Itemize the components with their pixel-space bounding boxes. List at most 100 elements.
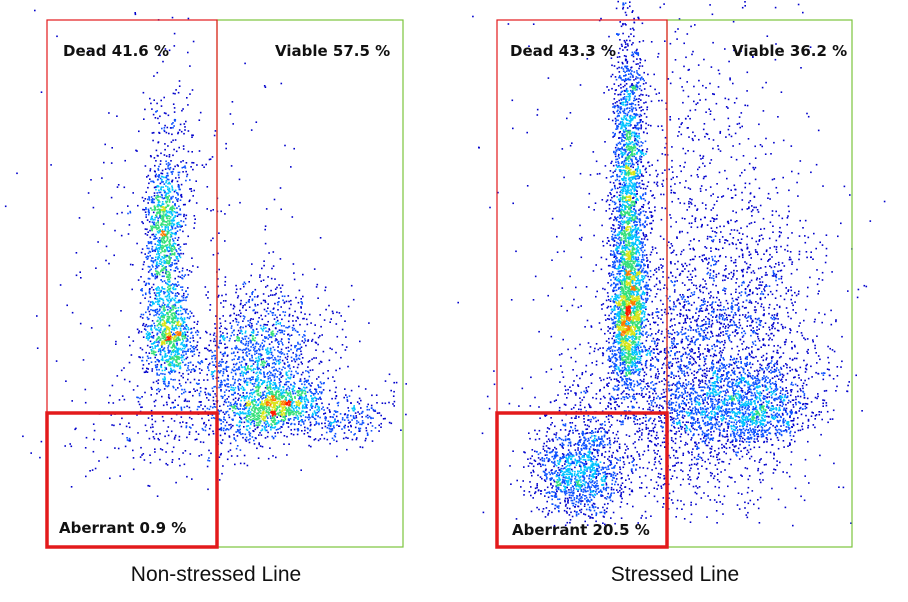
scatter-point <box>173 285 176 287</box>
scatter-point <box>167 283 170 286</box>
scatter-point <box>243 412 245 415</box>
scatter-point <box>242 343 245 345</box>
scatter-point <box>162 378 164 380</box>
scatter-point <box>296 428 299 430</box>
scatter-point <box>271 417 273 419</box>
scatter-point <box>155 237 158 239</box>
scatter-point <box>200 401 202 403</box>
scatter-point <box>165 194 167 197</box>
scatter-point <box>238 366 240 368</box>
scatter-point <box>362 410 364 413</box>
scatter-point <box>274 419 277 422</box>
scatter-point <box>162 219 165 221</box>
scatter-point <box>220 379 222 382</box>
scatter-point <box>258 349 261 352</box>
scatter-point <box>293 272 295 274</box>
scatter-point <box>184 167 187 169</box>
scatter-point <box>252 388 254 391</box>
scatter-point <box>235 405 238 408</box>
scatter-point <box>173 346 176 348</box>
scatter-point <box>224 213 226 215</box>
scatter-point <box>312 412 314 415</box>
scatter-point <box>156 212 158 215</box>
scatter-point <box>183 463 186 466</box>
scatter-point <box>196 266 199 268</box>
scatter-point <box>161 231 164 233</box>
scatter-point <box>170 336 172 339</box>
scatter-point <box>161 209 164 211</box>
scatter-point <box>260 327 262 330</box>
scatter-point <box>296 433 299 436</box>
scatter-point <box>154 175 157 177</box>
scatter-point <box>166 275 169 278</box>
scatter-point <box>206 407 209 410</box>
scatter-point <box>160 193 163 196</box>
scatter-point <box>174 317 177 320</box>
scatter-point <box>178 221 180 224</box>
scatter-point <box>159 353 162 355</box>
scatter-point <box>192 340 195 342</box>
scatter-point <box>183 347 186 350</box>
scatter-point <box>173 32 176 35</box>
scatter-point <box>158 368 160 371</box>
scatter-point <box>165 356 167 358</box>
scatter-point <box>191 151 193 153</box>
scatter-point <box>298 334 301 336</box>
scatter-point <box>189 381 192 384</box>
scatter-point <box>201 369 203 371</box>
scatter-point <box>274 397 276 400</box>
scatter-point <box>230 423 232 426</box>
scatter-point <box>146 355 149 358</box>
scatter-point <box>289 392 291 395</box>
scatter-point <box>231 368 234 371</box>
scatter-point <box>176 333 178 336</box>
scatter-point <box>161 217 164 220</box>
scatter-point <box>272 399 275 402</box>
scatter-point <box>198 382 200 385</box>
scatter-point <box>152 257 154 259</box>
scatter-point <box>198 150 201 152</box>
scatter-point <box>162 291 165 293</box>
scatter-point <box>231 393 233 396</box>
scatter-point <box>287 361 289 363</box>
scatter-point <box>174 304 177 307</box>
scatter-point <box>315 390 317 392</box>
scatter-point <box>164 359 167 362</box>
scatter-point <box>303 423 305 425</box>
scatter-point <box>274 435 277 438</box>
scatter-point <box>181 344 184 346</box>
scatter-point <box>182 108 184 110</box>
scatter-point <box>200 360 202 363</box>
scatter-point <box>156 192 158 194</box>
scatter-point <box>311 407 313 409</box>
scatter-point <box>298 354 301 357</box>
scatter-point <box>352 415 355 417</box>
scatter-point <box>176 324 179 326</box>
scatter-point <box>285 407 287 409</box>
scatter-point <box>138 356 140 358</box>
scatter-point <box>174 350 177 352</box>
scatter-point <box>140 276 142 278</box>
scatter-point <box>151 209 153 211</box>
scatter-point <box>243 417 246 419</box>
scatter-point <box>227 374 229 377</box>
scatter-point <box>355 438 358 441</box>
scatter-point <box>280 340 282 342</box>
scatter-point <box>183 213 185 216</box>
scatter-point <box>165 131 168 134</box>
scatter-point <box>309 416 311 419</box>
scatter-point <box>151 218 154 220</box>
scatter-point <box>170 212 172 215</box>
scatter-point <box>288 398 291 401</box>
scatter-point <box>240 417 242 419</box>
scatter-point <box>344 349 347 351</box>
scatter-point <box>89 470 91 472</box>
scatter-point <box>161 201 164 203</box>
scatter-point <box>173 406 176 408</box>
scatter-point <box>201 427 204 430</box>
scatter-point <box>166 403 168 406</box>
scatter-point <box>153 224 156 226</box>
scatter-point <box>167 318 170 321</box>
scatter-point <box>267 389 270 392</box>
scatter-point <box>315 404 317 407</box>
